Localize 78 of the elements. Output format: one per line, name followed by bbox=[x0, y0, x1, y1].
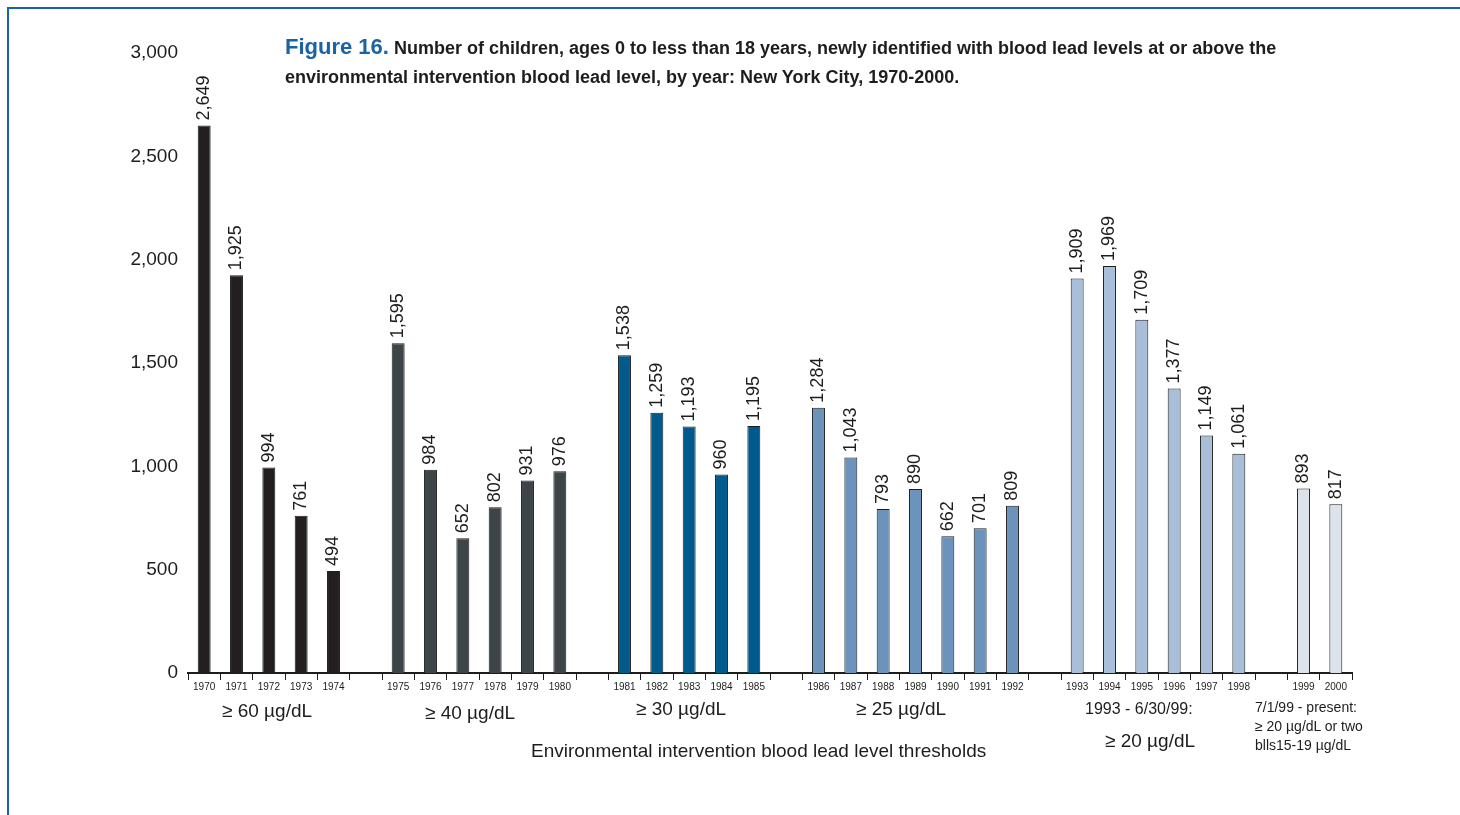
x-tick-label: 1981 bbox=[613, 680, 637, 692]
x-tick-label: 1971 bbox=[225, 680, 249, 692]
x-tick-label: 1978 bbox=[484, 680, 507, 692]
data-label: 960 bbox=[710, 439, 731, 470]
x-tick-label: 1977 bbox=[451, 680, 475, 692]
y-tick-label: 1,000 bbox=[130, 454, 178, 476]
x-tick-label: 1973 bbox=[290, 680, 313, 692]
data-label: 893 bbox=[1292, 453, 1313, 484]
x-tick-label: 1985 bbox=[742, 680, 766, 692]
x-tick-label: 1995 bbox=[1130, 680, 1154, 692]
data-label: 761 bbox=[290, 480, 311, 511]
data-label: 793 bbox=[872, 474, 893, 505]
text: 7/1/99 - present: ≥ 20 µg/dL or two blls15-19 µg/dL bbox=[1255, 698, 1363, 755]
text: ≥ 60 µg/dL bbox=[222, 700, 313, 722]
data-label: 1,195 bbox=[742, 375, 763, 422]
data-label: 994 bbox=[257, 432, 278, 463]
y-tick-label: 3,000 bbox=[130, 41, 178, 63]
x-tick-label: 1997 bbox=[1195, 680, 1219, 692]
x-tick-label: 1999 bbox=[1292, 680, 1316, 692]
x-tick-label: 1987 bbox=[839, 680, 863, 692]
data-label: 1,193 bbox=[678, 376, 699, 422]
x-tick-label: 1992 bbox=[1001, 680, 1025, 692]
x-tick-label: 1972 bbox=[257, 680, 281, 692]
data-label: 1,595 bbox=[387, 293, 408, 339]
data-label: 817 bbox=[1324, 469, 1345, 500]
y-tick-label: 1,500 bbox=[130, 351, 178, 373]
text: ≥ 25 µg/dL bbox=[856, 698, 947, 720]
x-tick-label: 2000 bbox=[1324, 680, 1348, 692]
data-label: 494 bbox=[322, 535, 343, 566]
data-label: 809 bbox=[1001, 470, 1022, 501]
data-label: 662 bbox=[936, 501, 957, 532]
x-axis-title: Environmental intervention blood lead level thresholds bbox=[531, 740, 987, 762]
data-label: 1,925 bbox=[225, 225, 246, 271]
y-tick-label: 500 bbox=[146, 557, 178, 579]
x-tick-label: 1976 bbox=[419, 680, 443, 692]
data-label: 931 bbox=[516, 445, 537, 476]
x-tick-label: 1986 bbox=[807, 680, 831, 692]
text: ≥ 40 µg/dL bbox=[425, 702, 516, 724]
x-tick-label: 1974 bbox=[322, 680, 346, 692]
x-tick-label: 1982 bbox=[645, 680, 669, 692]
data-label: 890 bbox=[904, 454, 925, 485]
data-label: 984 bbox=[419, 434, 440, 465]
data-label: 1,969 bbox=[1098, 216, 1119, 262]
x-tick-label: 1993 bbox=[1066, 680, 1089, 692]
text: 1993 - 6/30/99: bbox=[1085, 700, 1193, 718]
text: ≥ 20 µg/dL bbox=[1105, 730, 1196, 752]
x-tick-label: 1998 bbox=[1227, 680, 1251, 692]
x-tick-label: 1975 bbox=[387, 680, 410, 692]
data-label: 1,259 bbox=[645, 362, 666, 408]
x-tick-label: 1994 bbox=[1098, 680, 1122, 692]
x-tick-label: 1984 bbox=[710, 680, 734, 692]
x-tick-label: 1996 bbox=[1163, 680, 1186, 692]
data-label: 1,538 bbox=[613, 305, 634, 351]
data-label: 802 bbox=[484, 472, 505, 503]
text: ≥ 30 µg/dL bbox=[636, 698, 727, 720]
x-tick-label: 1988 bbox=[872, 680, 895, 692]
data-label: 2,649 bbox=[193, 75, 214, 121]
x-tick-label: 1983 bbox=[678, 680, 701, 692]
x-tick-label: 1979 bbox=[516, 680, 540, 692]
data-label: 1,061 bbox=[1227, 403, 1248, 449]
x-tick-label: 1970 bbox=[193, 680, 216, 692]
data-label: 1,709 bbox=[1130, 269, 1151, 315]
data-label: 1,377 bbox=[1163, 338, 1184, 384]
y-tick-label: 2,000 bbox=[130, 247, 178, 269]
chart-title: Figure 16. Number of children, ages 0 to less than 18 years, newly identified with blood lead levels at or above the environmental intervention blood lead level, by year: New York City, 1970-2000. bbox=[285, 33, 1278, 89]
x-tick-label: 1989 bbox=[904, 680, 928, 692]
data-label: 1,149 bbox=[1195, 385, 1216, 431]
y-tick-label: 2,500 bbox=[130, 144, 178, 166]
data-label: 1,043 bbox=[839, 407, 860, 453]
data-label: 1,284 bbox=[807, 357, 828, 403]
x-tick-label: 1980 bbox=[548, 680, 572, 692]
x-tick-label: 1991 bbox=[969, 680, 992, 692]
x-tick-label: 1990 bbox=[936, 680, 960, 692]
y-tick-label: 0 bbox=[167, 661, 178, 683]
data-label: 1,909 bbox=[1066, 228, 1087, 274]
data-label: 652 bbox=[451, 503, 472, 534]
data-label: 976 bbox=[548, 436, 569, 467]
data-label: 701 bbox=[969, 493, 990, 524]
